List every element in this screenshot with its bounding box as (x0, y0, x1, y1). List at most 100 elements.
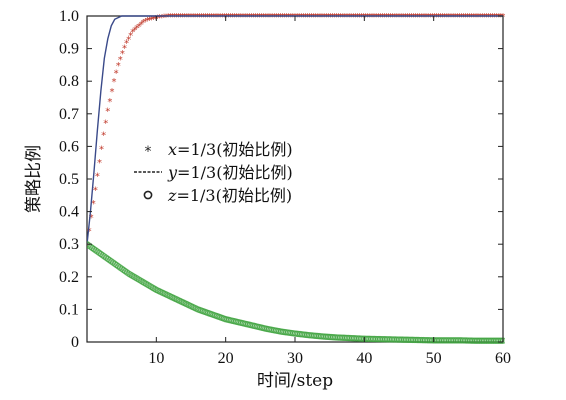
data-point-x: * (265, 12, 270, 23)
data-point-x: * (134, 24, 139, 35)
data-point-x: * (478, 12, 483, 23)
data-point-x: * (288, 12, 293, 23)
data-point-x: * (95, 172, 100, 183)
data-point-x: * (367, 12, 372, 23)
y-tick-label: 1.0 (59, 8, 79, 25)
series-z (87, 241, 505, 344)
y-tick-label: 0.8 (59, 73, 79, 90)
data-point-x: * (369, 12, 374, 23)
data-point-x: * (255, 12, 260, 23)
data-point-x: * (349, 12, 354, 23)
data-point-x: * (176, 12, 181, 23)
data-point-x: * (290, 12, 295, 23)
data-point-x: * (257, 12, 262, 23)
y-tick-label: 0.1 (59, 301, 79, 318)
data-point-x: * (234, 12, 239, 23)
data-point-x: * (132, 26, 137, 37)
data-point-x: * (103, 118, 108, 129)
data-point-x: * (243, 12, 248, 23)
data-point-x: * (482, 12, 487, 23)
data-point-x: * (228, 12, 233, 23)
data-point-x: * (274, 12, 279, 23)
data-point-x: * (249, 12, 254, 23)
x-tick-label: 60 (495, 350, 511, 367)
data-point-x: * (161, 13, 166, 24)
data-point-x: * (268, 12, 273, 23)
data-point-x: * (473, 12, 478, 23)
x-axis-label: 时间/step (257, 371, 333, 391)
data-point-x: * (172, 12, 177, 23)
data-point-x: * (359, 12, 364, 23)
data-point-x: * (118, 55, 123, 66)
data-point-x: * (444, 12, 449, 23)
data-point-x: * (498, 12, 503, 23)
data-point-x: * (199, 12, 204, 23)
data-point-x: * (101, 131, 106, 142)
legend-description: =1/3(初始比例) (177, 140, 293, 159)
data-point-x: * (220, 12, 225, 23)
data-point-x: * (315, 12, 320, 23)
data-point-x: * (432, 12, 437, 23)
data-point-x: * (311, 12, 316, 23)
data-point-x: * (286, 12, 291, 23)
data-point-x: * (143, 17, 148, 28)
data-point-x: * (440, 12, 445, 23)
data-point-x: * (453, 12, 458, 23)
data-point-x: * (345, 12, 350, 23)
data-point-x: * (276, 12, 281, 23)
data-point-x: * (180, 12, 185, 23)
data-point-x: * (209, 12, 214, 23)
data-point-x: * (211, 12, 216, 23)
data-point-x: * (494, 12, 499, 23)
data-point-x: * (105, 107, 110, 118)
data-point-x: * (465, 12, 470, 23)
y-tick-label: 0.2 (59, 269, 79, 286)
data-point-x: * (376, 12, 381, 23)
plot-frame (86, 15, 504, 343)
data-point-x: * (384, 12, 389, 23)
legend-marker-circle (143, 190, 153, 200)
legend-variable: x (168, 140, 177, 159)
data-point-x: * (191, 12, 196, 23)
data-point-x: * (149, 15, 154, 26)
data-point-x: * (122, 43, 127, 54)
data-point-x: * (438, 12, 443, 23)
data-point-x: * (426, 12, 431, 23)
y-tick-label: 0.6 (59, 138, 79, 155)
data-point-x: * (247, 12, 252, 23)
data-point-x: * (313, 12, 318, 23)
data-point-x: * (357, 12, 362, 23)
data-point-x: * (326, 12, 331, 23)
data-point-x: * (328, 12, 333, 23)
data-point-x: * (216, 12, 221, 23)
data-point-x: * (411, 12, 416, 23)
data-point-x: * (147, 15, 152, 26)
legend-label-y: y=1/3(初始比例) (167, 163, 293, 182)
data-point-x: * (317, 12, 322, 23)
data-point-x: * (259, 12, 264, 23)
y-tick-label: 0.5 (59, 171, 79, 188)
data-point-x: * (182, 12, 187, 23)
data-point-x: * (332, 12, 337, 23)
data-point-x: * (442, 12, 447, 23)
data-point-x: * (463, 12, 468, 23)
data-point-x: * (363, 12, 368, 23)
data-point-x: * (449, 12, 454, 23)
data-point-x: * (116, 61, 121, 72)
data-point-x: * (107, 97, 112, 108)
data-point-x: * (334, 12, 339, 23)
data-point-x: * (126, 35, 131, 46)
data-point-x: * (270, 12, 275, 23)
data-point-x: * (236, 12, 241, 23)
data-point-x: * (155, 13, 160, 24)
data-point-x: * (451, 12, 456, 23)
data-point-x: * (251, 12, 256, 23)
data-point-x: * (201, 12, 206, 23)
data-point-x: * (347, 12, 352, 23)
data-point-x: * (353, 12, 358, 23)
data-point-x: * (361, 12, 366, 23)
data-point-x: * (324, 12, 329, 23)
data-point-x: * (195, 12, 200, 23)
data-point-x: * (459, 12, 464, 23)
x-tick-label: 50 (426, 350, 442, 367)
